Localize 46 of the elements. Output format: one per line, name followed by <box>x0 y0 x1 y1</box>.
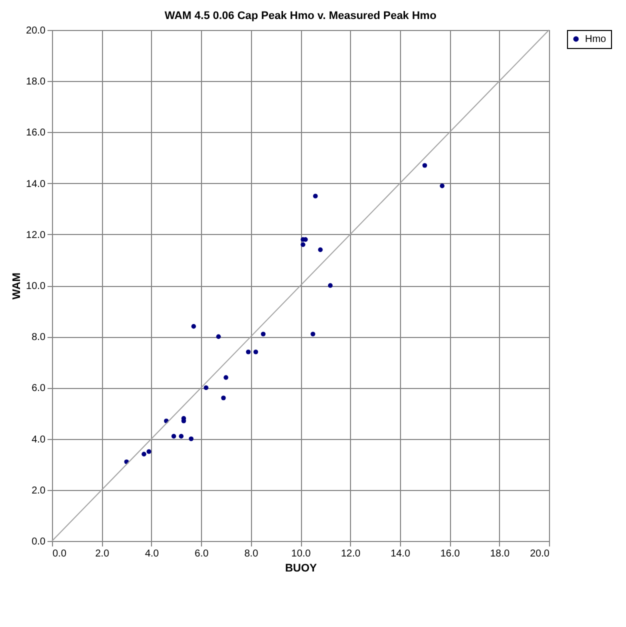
point <box>253 350 258 354</box>
x-tick-label: 8.0 <box>244 548 259 560</box>
point <box>310 332 316 336</box>
point <box>300 242 306 247</box>
point <box>318 247 323 252</box>
y-tick-label: 16.0 <box>26 128 46 139</box>
legend-label: Hmo <box>585 34 607 45</box>
y-tick-label: 20.0 <box>26 26 46 36</box>
point <box>328 283 333 288</box>
x-tick-label: 16.0 <box>440 548 460 560</box>
x-tick-label: 6.0 <box>194 548 209 560</box>
x-axis-title: BUOY <box>285 562 318 574</box>
x-tick-label: 18.0 <box>490 548 510 560</box>
point <box>146 449 152 454</box>
point <box>260 332 266 336</box>
x-tick-label: 14.0 <box>390 548 411 560</box>
y-tick-label: 14.0 <box>26 178 46 190</box>
point <box>191 324 196 329</box>
y-tick-label: 18.0 <box>26 76 46 88</box>
point <box>422 163 428 168</box>
point <box>142 452 146 456</box>
x-tick-label: 12.0 <box>340 548 361 560</box>
point <box>204 385 208 390</box>
y-tick-label: 6.0 <box>32 383 46 394</box>
point <box>221 396 226 400</box>
x-tick-label: 4.0 <box>144 548 160 560</box>
point <box>440 184 444 188</box>
chart-title: WAM 4.5 0.06 Cap Peak Hmo v. Measured Peak Hmo <box>164 10 437 22</box>
y-tick-label: 4.0 <box>32 434 46 446</box>
y-tick-label: 12.0 <box>26 230 46 241</box>
x-tick-label: 10.0 <box>291 548 312 560</box>
y-tick-label: 10.0 <box>26 281 46 292</box>
point <box>313 194 318 198</box>
x-tick-label: 2.0 <box>95 548 110 560</box>
x-tick-label: 0.0 <box>52 548 67 560</box>
y-tick-label: 2.0 <box>32 485 46 496</box>
point <box>188 436 194 442</box>
x-tick-label: 20.0 <box>530 548 550 560</box>
point <box>246 350 251 354</box>
point <box>171 434 176 439</box>
y-tick-label: 8.0 <box>32 332 46 344</box>
point <box>216 334 221 339</box>
y-tick-label: 0.0 <box>32 536 46 548</box>
point <box>224 375 228 380</box>
y-axis-title: WAM <box>11 272 24 300</box>
point <box>178 434 184 439</box>
